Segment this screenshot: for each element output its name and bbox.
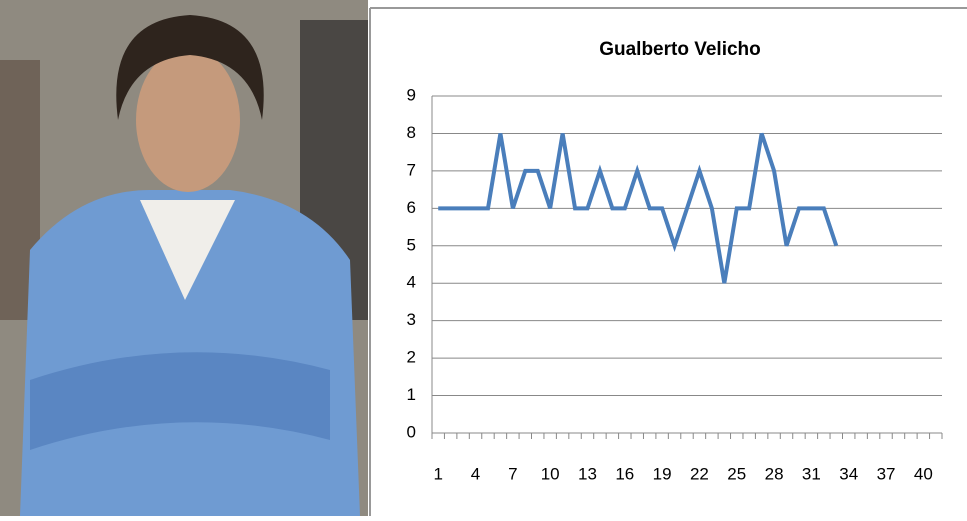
x-tick-label: 40	[914, 464, 933, 483]
y-tick-label: 5	[407, 235, 416, 254]
chart-title: Gualberto Velicho	[599, 39, 761, 60]
x-tick-label: 10	[541, 464, 560, 483]
x-tick-label: 22	[690, 464, 709, 483]
y-tick-label: 4	[407, 273, 416, 292]
y-tick-label: 7	[407, 160, 416, 179]
x-tick-label: 34	[839, 464, 858, 483]
y-tick-label: 6	[407, 198, 416, 217]
y-tick-label: 3	[407, 310, 416, 329]
x-tick-label: 16	[615, 464, 634, 483]
x-tick-label: 13	[578, 464, 597, 483]
x-tick-label: 28	[765, 464, 784, 483]
x-tick-label: 25	[727, 464, 746, 483]
y-tick-label: 0	[407, 422, 416, 441]
y-tick-label: 9	[407, 85, 416, 104]
y-tick-label: 2	[407, 348, 416, 367]
x-tick-label: 31	[802, 464, 821, 483]
x-tick-label: 4	[471, 464, 480, 483]
x-tick-label: 19	[653, 464, 672, 483]
page: Gualberto Velicho 0123456789147101316192…	[0, 0, 967, 521]
y-tick-label: 1	[407, 385, 416, 404]
photo	[0, 0, 368, 516]
x-tick-label: 37	[877, 464, 896, 483]
screen: Gualberto Velicho 0123456789147101316192…	[0, 0, 967, 516]
x-tick-label: 7	[508, 464, 517, 483]
x-tick-label: 1	[433, 464, 442, 483]
y-tick-label: 8	[407, 123, 416, 142]
photo-face	[136, 48, 240, 192]
